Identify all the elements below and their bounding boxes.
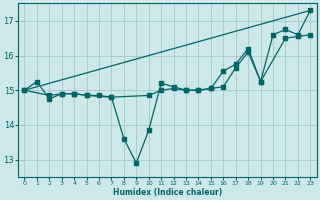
X-axis label: Humidex (Indice chaleur): Humidex (Indice chaleur) xyxy=(113,188,222,197)
